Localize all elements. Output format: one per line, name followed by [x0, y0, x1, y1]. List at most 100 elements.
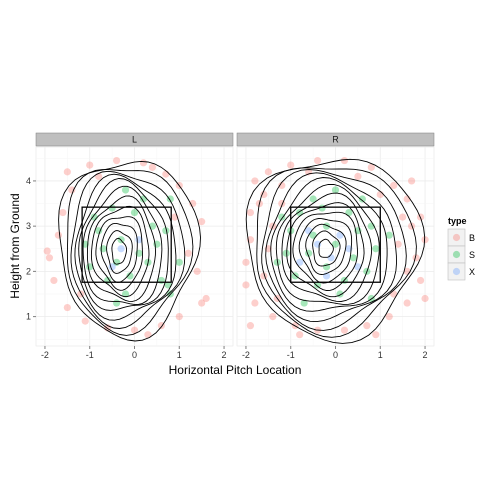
data-point-S	[130, 208, 139, 217]
data-point-S	[309, 231, 317, 239]
facet-strip-R	[236, 132, 435, 147]
grid-L	[36, 147, 233, 346]
x-tick-label: 2	[423, 350, 428, 360]
legend-swatch-X	[452, 267, 461, 276]
x-tick-label: 2	[222, 350, 227, 360]
data-point-B	[50, 276, 58, 285]
data-point-B	[184, 249, 192, 257]
x-axis-ticks-R: -2 -1 0 1 2	[242, 346, 428, 360]
data-point-B	[193, 267, 201, 275]
data-point-B	[367, 163, 375, 171]
legend: type BSX	[447, 216, 475, 281]
data-point-B	[202, 294, 210, 303]
legend-swatch-B	[452, 233, 461, 242]
density-contour	[318, 238, 334, 258]
data-point-S	[121, 290, 130, 298]
legend-title: type	[448, 216, 467, 226]
data-point-S	[99, 245, 107, 253]
density-contour	[100, 222, 138, 283]
density-contour	[90, 205, 150, 298]
density-contour	[86, 195, 156, 302]
x-tick-label: -2	[41, 350, 49, 360]
data-point-S	[121, 186, 130, 194]
data-point-B	[394, 240, 402, 248]
data-point-S	[278, 213, 286, 221]
facet-strip-label-L: L	[132, 135, 137, 145]
density-contour	[261, 169, 407, 331]
strike-zone-R	[290, 206, 381, 283]
x-tick-label: -2	[242, 350, 250, 360]
x-tick-label: 1	[177, 350, 182, 360]
data-point-B	[139, 159, 148, 167]
y-tick-label: 1	[26, 312, 31, 322]
data-point-S	[164, 281, 172, 289]
facet-strip-label-R: R	[332, 135, 339, 145]
data-point-X	[117, 245, 125, 253]
density-contour	[270, 177, 388, 312]
data-point-B	[198, 218, 206, 226]
data-point-S	[331, 186, 340, 194]
data-point-B	[408, 222, 416, 230]
data-point-B	[264, 168, 272, 176]
data-point-B	[354, 172, 362, 180]
density-contour	[256, 167, 417, 338]
data-point-S	[349, 254, 358, 262]
data-point-B	[340, 156, 349, 165]
data-point-B	[175, 313, 183, 321]
data-point-S	[157, 276, 165, 285]
data-point-S	[358, 195, 366, 203]
x-axis-ticks-L: -2 -1 0 1 2	[41, 346, 227, 360]
y-tick-label: 2	[26, 266, 31, 276]
data-point-B	[287, 161, 295, 169]
data-point-B	[86, 161, 94, 169]
legend-label-B: B	[469, 233, 475, 243]
data-point-S	[291, 272, 299, 280]
density-contour	[78, 178, 169, 311]
density-contour	[70, 170, 186, 329]
legend-swatch-S	[452, 250, 461, 259]
data-point-B	[246, 322, 255, 330]
x-tick-label: 0	[132, 350, 137, 360]
data-point-S	[331, 240, 340, 248]
data-point-B	[421, 294, 429, 303]
data-point-B	[390, 181, 398, 190]
legend-label-S: S	[469, 250, 475, 260]
x-tick-label: -1	[86, 350, 94, 360]
density-contour	[265, 172, 397, 323]
data-point-B	[54, 231, 62, 239]
density-contour	[312, 230, 341, 267]
y-tick-label: 3	[26, 221, 31, 231]
data-point-B	[81, 317, 89, 325]
density-contour	[298, 218, 353, 284]
data-point-B	[408, 177, 416, 185]
data-point-B	[278, 181, 286, 190]
data-point-B	[313, 156, 322, 165]
data-point-S	[372, 245, 380, 253]
data-point-B	[68, 186, 76, 194]
density-contour	[82, 185, 163, 305]
x-tick-label: 1	[378, 350, 383, 360]
density-contour	[275, 183, 380, 305]
data-point-X	[296, 258, 304, 266]
data-point-B	[403, 299, 411, 307]
density-contour	[74, 173, 177, 321]
data-point-S	[162, 227, 170, 235]
data-point-S	[385, 231, 393, 239]
data-point-B	[242, 281, 250, 289]
y-tick-label: 4	[26, 176, 31, 186]
x-tick-label: -1	[287, 350, 295, 360]
data-point-B	[372, 331, 380, 339]
facet-panel-L: L -2 -1 0 1 2	[35, 132, 234, 360]
data-point-B	[189, 199, 197, 208]
facet-strip-L	[35, 132, 234, 147]
data-point-B	[144, 331, 152, 339]
data-point-B	[412, 254, 420, 262]
data-point-B	[130, 326, 139, 334]
data-point-B	[260, 190, 268, 199]
density-contour	[58, 160, 201, 342]
data-point-B	[251, 177, 259, 185]
x-axis-title: Horizontal Pitch Location	[169, 363, 302, 377]
data-point-B	[112, 156, 121, 165]
data-point-B	[251, 299, 259, 307]
